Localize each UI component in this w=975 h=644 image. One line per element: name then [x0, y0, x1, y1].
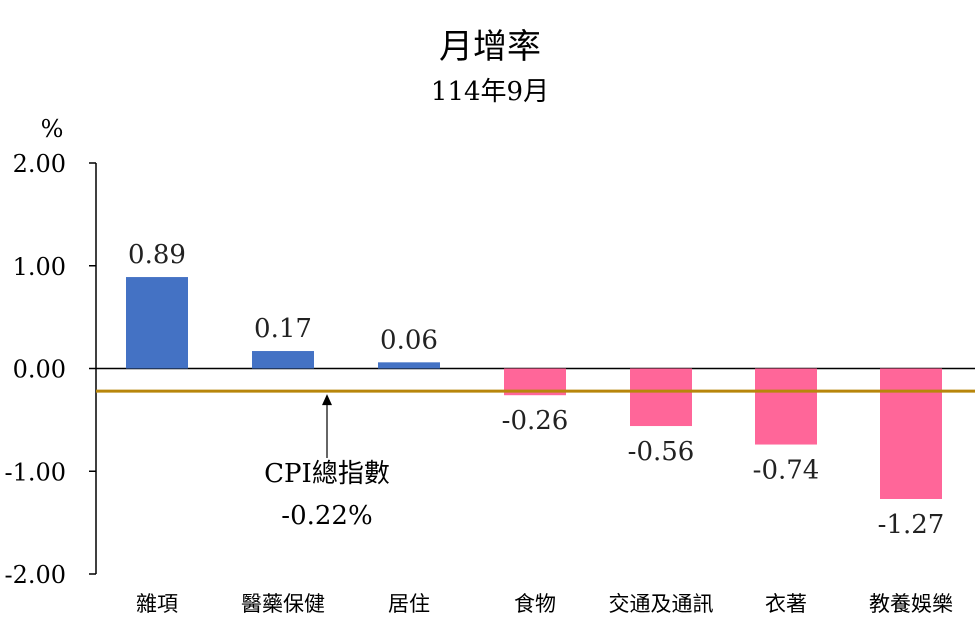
category-label: 交通及通訊	[609, 592, 714, 616]
bar	[126, 277, 188, 369]
y-tick-label: 0.00	[13, 356, 66, 384]
cpi-annotation-label: CPI總指數	[264, 459, 390, 489]
y-axis-unit-label: %	[41, 115, 64, 143]
category-label: 教養娛樂	[869, 592, 953, 616]
y-tick-label: 2.00	[13, 150, 66, 178]
bar	[880, 368, 942, 499]
data-label: -0.56	[628, 437, 695, 467]
data-label: 0.17	[254, 314, 312, 344]
category-label: 雜項	[136, 592, 178, 616]
bar	[378, 362, 440, 369]
cpi-annotation-value: -0.22%	[281, 501, 372, 531]
bar	[755, 368, 817, 445]
data-label: 0.06	[380, 325, 438, 355]
bar	[252, 351, 314, 369]
y-tick-label: 1.00	[13, 253, 66, 281]
category-label: 衣著	[765, 592, 807, 616]
chart-subtitle: 114年9月	[431, 77, 549, 107]
data-label: -1.27	[878, 510, 945, 540]
cpi-annotation-arrowhead	[322, 394, 332, 406]
chart-title: 月增率	[439, 27, 541, 67]
category-label: 醫藥保健	[241, 592, 325, 616]
data-label: 0.89	[128, 240, 186, 270]
category-label: 居住	[388, 592, 430, 616]
bar	[630, 368, 692, 427]
data-label: -0.74	[753, 456, 820, 486]
y-tick-label: -2.00	[4, 561, 66, 589]
category-label: 食物	[514, 592, 556, 616]
data-label: -0.26	[502, 406, 569, 436]
y-tick-label: -1.00	[4, 458, 66, 486]
